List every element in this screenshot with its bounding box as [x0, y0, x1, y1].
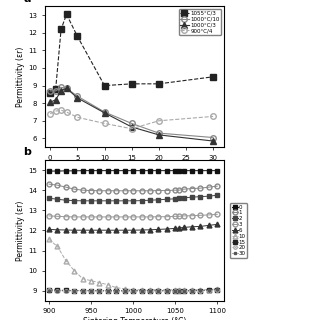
- Y-axis label: Permittivity (εr): Permittivity (εr): [16, 200, 25, 260]
- X-axis label: Sintering Temperature (°C): Sintering Temperature (°C): [83, 317, 186, 320]
- Y-axis label: Permittivity (εr): Permittivity (εr): [16, 47, 25, 107]
- Text: b: b: [23, 147, 31, 157]
- Text: a: a: [23, 0, 31, 4]
- Legend: 1055°C/3, 1000°C/10, 1000°C/3, 900°C/4: 1055°C/3, 1000°C/10, 1000°C/3, 900°C/4: [179, 9, 221, 35]
- Legend: 0, 1, 2, 3, 6, 10, 15, 20, 30: 0, 1, 2, 3, 6, 10, 15, 20, 30: [230, 203, 247, 258]
- X-axis label: Percentage Co₂O₃ Added: Percentage Co₂O₃ Added: [87, 164, 181, 172]
